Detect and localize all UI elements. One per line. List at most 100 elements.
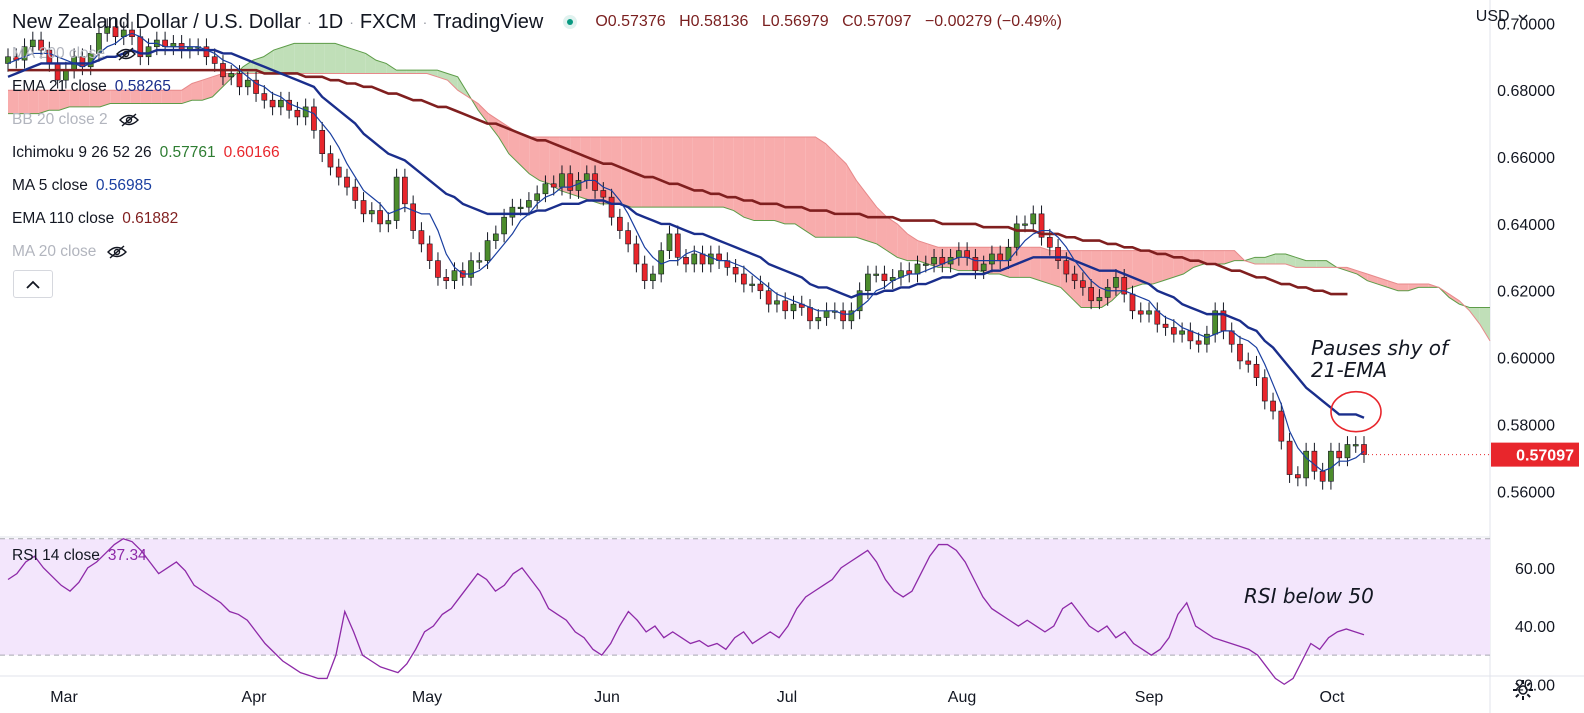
- candle: [840, 302, 846, 330]
- time-tick-label: Mar: [50, 689, 78, 706]
- candle-body: [319, 130, 326, 154]
- cloud-segment: [18, 90, 29, 114]
- legend-ichimoku-value1: 0.57761: [159, 144, 216, 161]
- legend-ichimoku[interactable]: Ichimoku 9 26 52 26 0.57761 0.60166: [12, 144, 280, 162]
- gear-icon[interactable]: [1512, 679, 1534, 701]
- legend-rsi-label: RSI 14 close: [12, 547, 100, 564]
- hidden-eye-icon[interactable]: [115, 47, 137, 61]
- cloud-segment: [703, 136, 714, 208]
- cloud-segment: [38, 90, 49, 114]
- cloud-segment: [1019, 247, 1031, 278]
- currency-label: USD: [1475, 8, 1510, 25]
- market-status-icon[interactable]: [563, 15, 578, 29]
- cloud-segment: [856, 180, 867, 241]
- cloud-segment: [835, 153, 847, 238]
- legend-bb-label: BB 20 close 2: [12, 111, 108, 128]
- candle-body: [278, 99, 284, 108]
- candle-body: [1311, 450, 1318, 472]
- candle-body: [964, 250, 970, 258]
- candle-body: [873, 273, 880, 276]
- annotation-ema[interactable]: Pauses shy of 21-EMA: [1311, 337, 1448, 381]
- annotation-ema-line2: 21-EMA: [1311, 358, 1388, 382]
- candle: [203, 38, 210, 66]
- candle-body: [1352, 444, 1359, 447]
- candle-body: [600, 190, 607, 198]
- cloud-segment: [723, 136, 734, 211]
- legend-ma20[interactable]: MA 20 close: [12, 243, 128, 261]
- candle: [617, 208, 623, 239]
- candle-body: [1170, 327, 1177, 335]
- current-price-box: [1491, 442, 1579, 467]
- candle-body: [1071, 273, 1078, 282]
- candle-body: [823, 310, 830, 318]
- chevron-up-icon: [26, 280, 40, 289]
- candle-body: [1088, 287, 1094, 302]
- cloud-segment: [1449, 294, 1460, 305]
- hidden-eye-icon[interactable]: [118, 113, 140, 127]
- candle: [650, 265, 656, 290]
- cloud-segment: [304, 43, 315, 74]
- candle-body: [617, 216, 623, 231]
- interval-label[interactable]: 1D: [317, 10, 344, 33]
- cloud-segment: [1224, 250, 1235, 264]
- cloud-segment: [1295, 257, 1307, 268]
- candle: [162, 31, 168, 56]
- legend-ema21[interactable]: EMA 21 close 0.58265: [12, 78, 171, 96]
- candle: [393, 168, 400, 229]
- cloud-segment: [212, 73, 223, 97]
- candle-body: [922, 263, 929, 266]
- cloud-segment: [386, 63, 397, 74]
- candle-body: [1162, 323, 1169, 328]
- candle-body: [1237, 343, 1243, 362]
- cloud-segment: [345, 46, 356, 74]
- candle-body: [1179, 330, 1185, 335]
- candle: [211, 48, 218, 72]
- cloud-segment: [897, 223, 908, 261]
- cloud-segment: [79, 90, 90, 107]
- annotation-rsi[interactable]: RSI below 50: [1244, 584, 1374, 608]
- candle-body: [1104, 287, 1111, 298]
- cloud-segment: [314, 43, 325, 74]
- legend-collapse-button[interactable]: [13, 270, 53, 298]
- candle: [435, 252, 441, 286]
- legend-bb[interactable]: BB 20 close 2: [12, 111, 140, 129]
- legend-ma5-value: 0.56985: [95, 177, 152, 194]
- candle-body: [1245, 360, 1252, 365]
- legend-rsi[interactable]: RSI 14 close 37.34: [12, 547, 147, 565]
- candle-body: [352, 186, 359, 201]
- legend-ma200[interactable]: MA 200 close: [12, 45, 137, 63]
- candle: [1080, 272, 1086, 296]
- cloud-segment: [1244, 257, 1255, 264]
- legend-ma5[interactable]: MA 5 close 0.56985: [12, 177, 152, 195]
- cloud-segment: [28, 90, 39, 114]
- candle-body: [112, 26, 119, 38]
- cloud-segment: [825, 143, 836, 238]
- candle: [889, 269, 896, 290]
- cloud-segment: [1316, 260, 1327, 268]
- legend-ichimoku-label: Ichimoku 9 26 52 26: [12, 144, 152, 161]
- low-value: L0.56979: [761, 13, 829, 30]
- candle-body: [501, 216, 507, 235]
- cloud-segment: [907, 233, 918, 261]
- candle: [1154, 302, 1161, 333]
- close-value: C0.57097: [842, 13, 912, 30]
- candle: [1096, 289, 1103, 310]
- hidden-eye-icon[interactable]: [106, 245, 128, 259]
- price-tick-label: 0.68000: [1497, 83, 1555, 100]
- candle: [1245, 352, 1252, 373]
- candle-body: [1344, 444, 1351, 459]
- candle: [402, 168, 408, 213]
- symbol-name[interactable]: New Zealand Dollar / U.S. Dollar: [12, 10, 301, 33]
- currency-selector[interactable]: USD: [1476, 8, 1528, 26]
- cloud-segment: [590, 136, 601, 204]
- candle-body: [848, 310, 855, 322]
- candle-body: [410, 203, 416, 231]
- candle: [484, 232, 491, 270]
- candle-body: [1063, 260, 1070, 275]
- cloud-segment: [151, 90, 162, 104]
- cloud-segment: [1398, 284, 1409, 291]
- legend-ema110[interactable]: EMA 110 close 0.61882: [12, 210, 178, 228]
- candle-body: [790, 303, 797, 312]
- candle-body: [443, 277, 450, 282]
